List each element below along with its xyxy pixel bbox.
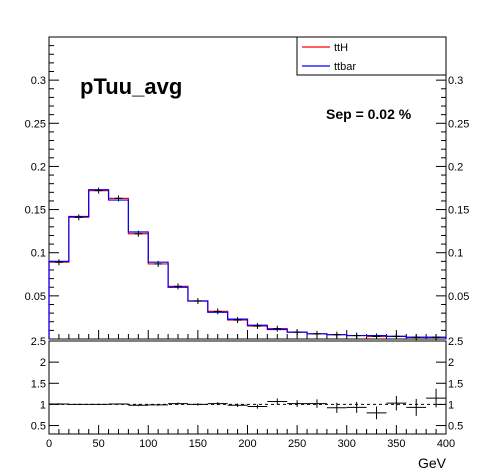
y-tick-label: 0.15: [448, 205, 469, 217]
ratio-y-tick-label: 1.5: [31, 378, 46, 390]
legend-box: [296, 36, 447, 76]
ratio-y-tick-label: 0.5: [31, 421, 46, 433]
y-tick-label: 0.15: [25, 205, 46, 217]
legend-label-ttbar: ttbar: [334, 61, 356, 73]
y-tick-label: 0.2: [448, 161, 463, 173]
y-tick-label: 0.05: [448, 291, 469, 303]
separation-annotation: Sep = 0.02 %: [326, 106, 412, 122]
histogram-ttbar: [48, 189, 447, 339]
x-tick-label: 250: [288, 438, 306, 450]
x-tick-label: 300: [338, 438, 356, 450]
plot-title: pTuu_avg: [80, 74, 182, 99]
x-tick-label: 0: [46, 438, 52, 450]
y-tick-label: 0.1: [31, 248, 46, 260]
ratio-y-tick-label: 2: [40, 357, 46, 369]
histogram-layer: [48, 187, 447, 341]
x-axis-label: GeV: [418, 455, 447, 471]
x-tick-label: 350: [387, 438, 405, 450]
legend-label-tth: ttH: [334, 42, 348, 54]
y-tick-label: 0.25: [448, 118, 469, 130]
y-tick-label: 0.3: [31, 75, 46, 87]
x-tick-label: 400: [437, 438, 455, 450]
ratio-y-tick-label: 1.5: [448, 378, 463, 390]
ratio-y-tick-label: 1: [448, 399, 454, 411]
ratio-layer: [49, 388, 446, 420]
x-tick-label: 100: [139, 438, 157, 450]
ratio-y-tick-label: 2: [448, 357, 454, 369]
ratio-y-tick-label: 2.5: [31, 336, 46, 348]
x-tick-label: 150: [189, 438, 207, 450]
y-tick-label: 0.25: [25, 118, 46, 130]
y-tick-label: 0.1: [448, 248, 463, 260]
ratio-y-tick-label: 0.5: [448, 421, 463, 433]
ratio-y-tick-label: 2.5: [448, 336, 463, 348]
x-tick-label: 200: [238, 438, 256, 450]
y-tick-label: 0.05: [25, 291, 46, 303]
legend: ttH ttbar: [296, 36, 447, 76]
ratio-plot-frame: [48, 340, 447, 435]
y-tick-label: 0.2: [31, 161, 46, 173]
x-tick-label: 50: [93, 438, 105, 450]
histogram-ttH: [48, 189, 447, 339]
ratio-y-tick-label: 1: [40, 399, 46, 411]
y-tick-label: 0.3: [448, 75, 463, 87]
ratio-axis-ticks: 0.5 0.5 1 1 1.5 1.5 2 2 2.5 2.5 0 50 100 150 200 250 300…: [31, 336, 464, 450]
